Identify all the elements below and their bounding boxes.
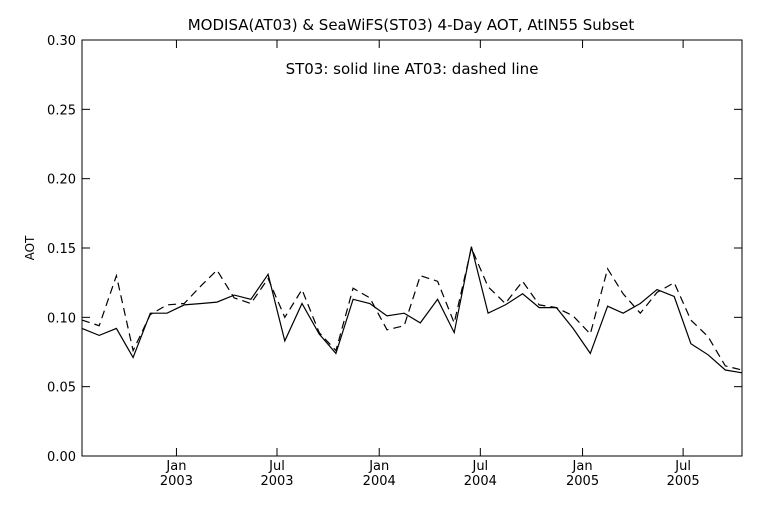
x-tick-month-label: Jul [674, 459, 691, 474]
chart-title: MODISA(AT03) & SeaWiFS(ST03) 4-Day AOT, … [188, 16, 635, 34]
legend-annotation: ST03: solid line AT03: dashed line [286, 60, 539, 78]
x-tick-month-label: Jul [471, 459, 488, 474]
x-tick-month-label: Jan [165, 459, 186, 474]
y-axis-label: AOT [23, 235, 37, 260]
x-tick-year-label: 2004 [363, 474, 396, 489]
y-axis: 0.00 0.05 0.10 0.15 0.20 0.25 0.30 [47, 34, 742, 465]
y-tick-label: 0.00 [47, 450, 76, 465]
plot-frame [81, 39, 743, 457]
series-line-at03 [81, 246, 743, 371]
x-tick-year-label: 2003 [160, 474, 193, 489]
x-tick-year-label: 2003 [260, 474, 293, 489]
x-tick-month-label: Jan [572, 459, 593, 474]
y-tick-label: 0.15 [47, 242, 76, 257]
y-tick-label: 0.20 [47, 173, 76, 188]
y-tick-label: 0.30 [47, 34, 76, 49]
x-axis: Jan2003Jul2003Jan2004Jul2004Jan2005Jul20… [160, 40, 700, 489]
y-tick-label: 0.05 [47, 381, 76, 396]
x-tick-month-label: Jul [268, 459, 285, 474]
series-layer [81, 246, 743, 374]
x-tick-month-label: Jan [368, 459, 389, 474]
series-line-st03 [81, 246, 743, 374]
x-tick-year-label: 2004 [464, 474, 497, 489]
x-tick-year-label: 2005 [566, 474, 599, 489]
y-tick-label: 0.10 [47, 311, 76, 326]
y-tick-label: 0.25 [47, 103, 76, 118]
x-tick-year-label: 2005 [667, 474, 700, 489]
